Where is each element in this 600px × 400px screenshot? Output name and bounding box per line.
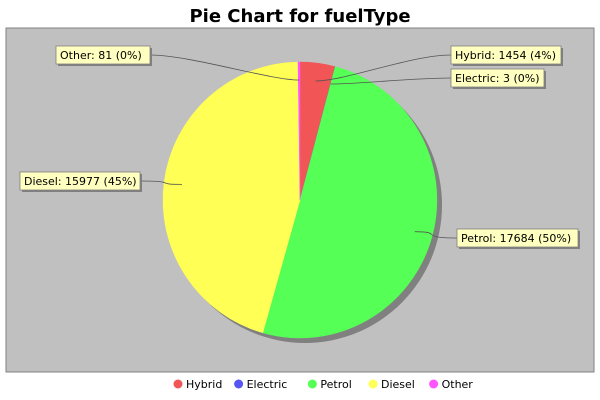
callout-labels: Hybrid: 1454 (4%) Electric: 3 (0%) Petrol:… bbox=[19, 45, 580, 249]
callout-label-petrol: Petrol: 17684 (50%) bbox=[461, 232, 571, 245]
legend-label: Other bbox=[442, 378, 474, 391]
callout-box bbox=[450, 45, 562, 65]
legend-item-diesel: Diesel bbox=[368, 378, 415, 391]
legend-swatch bbox=[307, 379, 317, 389]
chart-title: Pie Chart for fuelType bbox=[189, 6, 410, 27]
callout-box bbox=[450, 68, 545, 88]
callout-petrol: Petrol: 17684 (50%) bbox=[456, 228, 580, 249]
callout-other: Other: 81 (0%) bbox=[55, 45, 152, 66]
callout-leaders bbox=[139, 54, 458, 239]
callout-electric: Electric: 3 (0%) bbox=[450, 68, 546, 89]
legend-label: Diesel bbox=[381, 378, 415, 391]
pie-slices bbox=[162, 61, 438, 339]
legend-item-hybrid: Hybrid bbox=[173, 378, 222, 391]
leader-line-petrol bbox=[414, 231, 458, 239]
callout-box bbox=[456, 228, 579, 248]
callout-box bbox=[55, 45, 151, 65]
leader-line-electric bbox=[330, 77, 452, 85]
legend-item-electric: Electric bbox=[234, 378, 287, 391]
legend-item-other: Other bbox=[429, 378, 473, 391]
leader-line-hybrid bbox=[315, 54, 452, 82]
legend-swatch bbox=[234, 379, 244, 389]
callout-box bbox=[19, 171, 141, 191]
legend-swatch bbox=[173, 379, 183, 389]
leader-line-other bbox=[149, 54, 300, 81]
callout-label-electric: Electric: 3 (0%) bbox=[455, 72, 540, 85]
legend-label: Electric bbox=[247, 378, 288, 391]
legend-label: Hybrid bbox=[186, 378, 222, 391]
callout-diesel: Diesel: 15977 (45%) bbox=[19, 171, 142, 192]
legend-swatch bbox=[429, 379, 439, 389]
callout-label-diesel: Diesel: 15977 (45%) bbox=[24, 175, 137, 188]
legend-label: Petrol bbox=[320, 378, 351, 391]
pie-slice-petrol bbox=[262, 66, 438, 339]
pie-slice-other bbox=[297, 61, 301, 201]
callout-label-hybrid: Hybrid: 1454 (4%) bbox=[455, 49, 556, 62]
pie-slice-diesel bbox=[162, 61, 301, 334]
legend-item-petrol: Petrol bbox=[307, 378, 352, 391]
callout-hybrid: Hybrid: 1454 (4%) bbox=[450, 45, 563, 66]
legend-swatch bbox=[368, 379, 378, 389]
legend: Hybrid Electric Petrol Diesel Other bbox=[173, 378, 473, 391]
leader-line-diesel bbox=[139, 180, 183, 185]
callout-label-other: Other: 81 (0%) bbox=[60, 49, 142, 62]
